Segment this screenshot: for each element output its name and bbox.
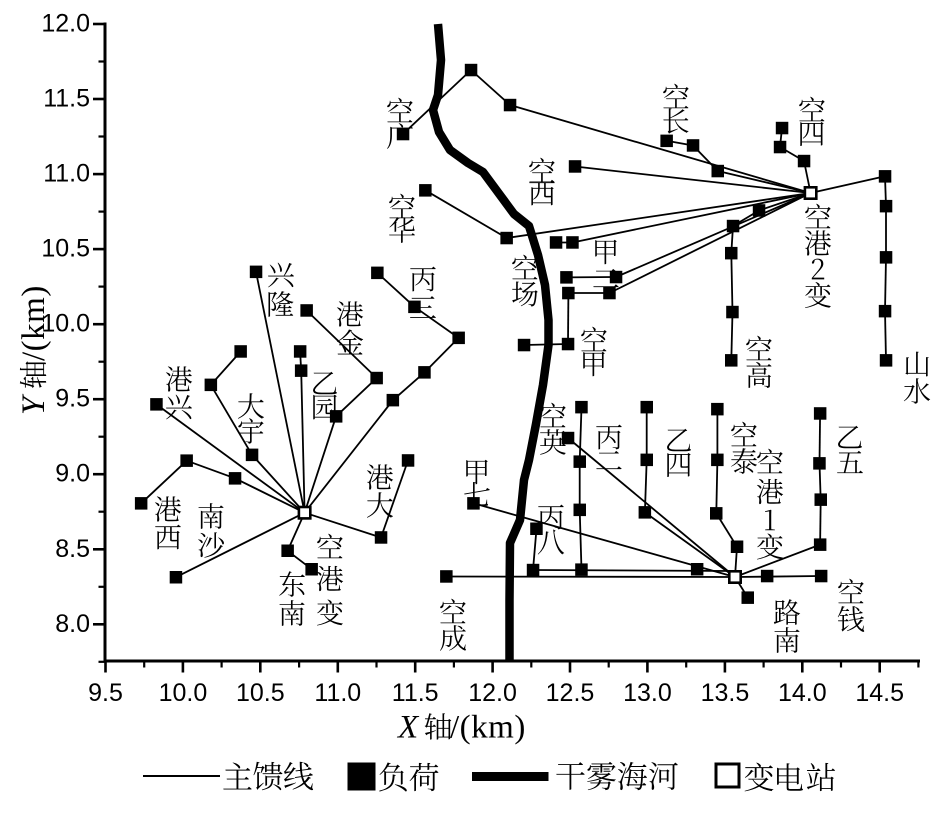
svg-text:8.0: 8.0 xyxy=(55,610,90,638)
svg-text:8.5: 8.5 xyxy=(55,535,90,563)
svg-text:11.5: 11.5 xyxy=(43,85,90,113)
svg-text:12.5: 12.5 xyxy=(546,679,595,707)
svg-text:9.0: 9.0 xyxy=(55,460,90,488)
svg-text:9.5: 9.5 xyxy=(88,679,123,707)
svg-text:13.5: 13.5 xyxy=(701,679,750,707)
svg-text:10.5: 10.5 xyxy=(236,679,285,707)
svg-text:11.5: 11.5 xyxy=(392,679,439,707)
svg-text:/(km): /(km) xyxy=(16,285,52,361)
svg-text:9.5: 9.5 xyxy=(55,385,90,413)
svg-text:/(km): /(km) xyxy=(450,710,526,746)
svg-text:12.0: 12.0 xyxy=(41,10,90,38)
svg-text:10.5: 10.5 xyxy=(41,235,90,263)
svg-text:12.0: 12.0 xyxy=(468,679,517,707)
svg-text:X: X xyxy=(396,710,420,746)
svg-text:11.0: 11.0 xyxy=(314,679,361,707)
svg-text:14.5: 14.5 xyxy=(855,679,904,707)
svg-text:13.0: 13.0 xyxy=(623,679,672,707)
svg-text:11.0: 11.0 xyxy=(43,160,90,188)
svg-text:14.0: 14.0 xyxy=(778,679,827,707)
svg-text:10.0: 10.0 xyxy=(159,679,208,707)
